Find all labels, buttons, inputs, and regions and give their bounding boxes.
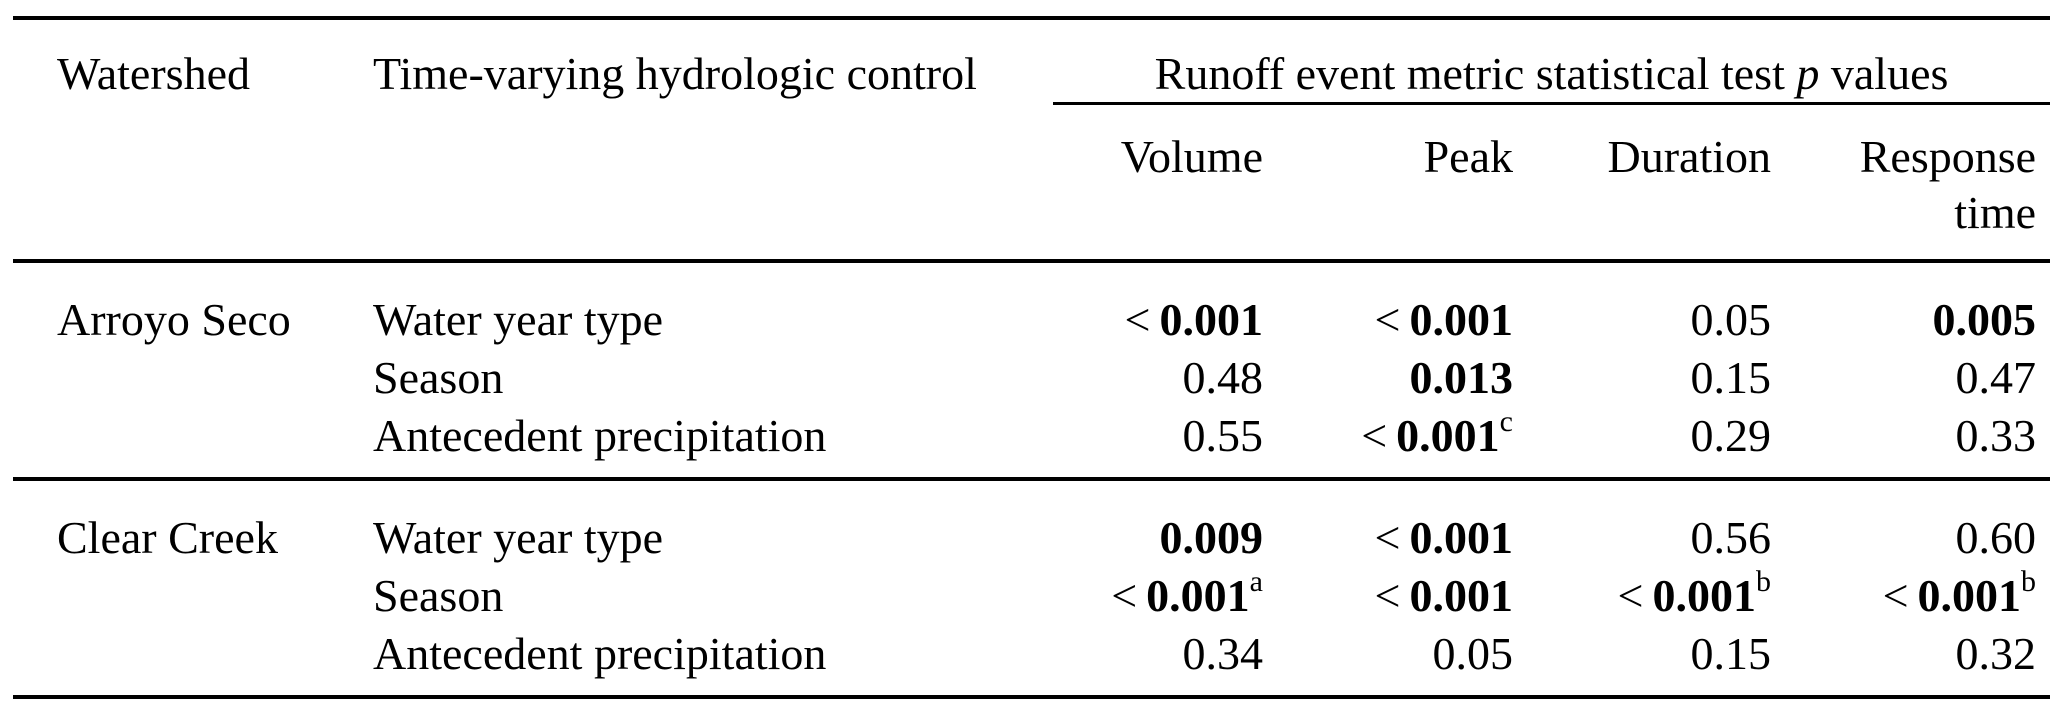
header-row-top: Watershed Time-varying hydrologic contro… <box>13 18 2051 263</box>
p-value-cell: 0.29 <box>1513 407 1771 481</box>
p-value-cell: <0.001a <box>1111 565 1263 622</box>
span-header-italic-p: p <box>1796 48 1820 99</box>
column-header-response-time: Response time <box>1771 103 2051 263</box>
span-header-text: Runoff event metric statistical test <box>1154 48 1797 99</box>
watershed-name-arroyo-seco: Arroyo Seco <box>13 261 363 481</box>
control-label: Season <box>373 352 504 403</box>
table-row: Antecedent precipitation 0.55 <0.001c 0.… <box>13 407 2051 481</box>
p-value-cell: 0.47 <box>1955 352 2037 403</box>
column-header-duration: Duration <box>1513 103 1771 263</box>
control-label: Season <box>373 570 504 621</box>
p-value-cell: 0.56 <box>1690 512 1772 563</box>
p-value-cell: 0.15 <box>1690 352 1772 403</box>
statistics-table-container: Watershed Time-varying hydrologic contro… <box>13 16 2051 699</box>
p-value-cell: <0.001b <box>1882 565 2037 622</box>
table-body: Arroyo Seco Water year type <0.001 <0.00… <box>13 261 2051 699</box>
p-value-cell: 0.55 <box>1053 407 1263 481</box>
control-label: Antecedent precipitation <box>363 407 1053 481</box>
column-header-volume: Volume <box>1053 103 1263 263</box>
p-value-cell: 0.34 <box>1053 625 1263 699</box>
span-header-suffix: values <box>1819 48 1949 99</box>
p-value-cell: 0.009 <box>1159 512 1264 563</box>
p-value-cell: 0.005 <box>1932 294 2037 345</box>
table-header: Watershed Time-varying hydrologic contro… <box>13 18 2051 263</box>
p-value-cell: 0.15 <box>1513 625 1771 699</box>
p-value-cell: 0.05 <box>1263 625 1513 699</box>
p-value-cell: 0.013 <box>1409 352 1514 403</box>
p-value-cell: <0.001 <box>1374 512 1513 563</box>
table-row: Antecedent precipitation 0.34 0.05 0.15 … <box>13 625 2051 699</box>
runoff-p-values-table: Watershed Time-varying hydrologic contro… <box>13 16 2051 699</box>
p-value-cell: 0.33 <box>1771 407 2051 481</box>
p-value-cell: 0.05 <box>1690 294 1772 345</box>
watershed-name-clear-creek: Clear Creek <box>13 479 363 699</box>
p-value-cell: <0.001 <box>1374 294 1513 345</box>
p-value-cell: <0.001 <box>1374 570 1513 621</box>
column-header-watershed: Watershed <box>13 18 363 263</box>
p-value-cell: <0.001b <box>1617 565 1771 622</box>
p-value-cell: <0.001 <box>1124 294 1263 345</box>
control-label: Water year type <box>373 512 664 563</box>
table-row: Clear Creek Water year type 0.009 <0.001… <box>13 479 2050 699</box>
table-row: Season 0.48 0.013 0.15 0.47 <box>13 349 2050 407</box>
column-group-header-p-values: Runoff event metric statistical test p v… <box>1053 18 2051 105</box>
column-header-control: Time-varying hydrologic control <box>363 18 1053 263</box>
p-value-cell: 0.48 <box>1182 352 1264 403</box>
header-row-metrics: Volume Peak Duration Response time <box>13 103 2051 263</box>
p-value-cell: 0.32 <box>1771 625 2051 699</box>
column-header-peak: Peak <box>1263 103 1513 263</box>
p-value-cell: <0.001c <box>1263 407 1513 481</box>
p-value-cell: 0.60 <box>1955 512 2037 563</box>
control-label: Antecedent precipitation <box>363 625 1053 699</box>
control-label: Water year type <box>373 294 664 345</box>
table-row: Season <0.001a <0.001 <0.001b <0.001b <box>13 567 2050 625</box>
table-row: Arroyo Seco Water year type <0.001 <0.00… <box>13 261 2050 481</box>
